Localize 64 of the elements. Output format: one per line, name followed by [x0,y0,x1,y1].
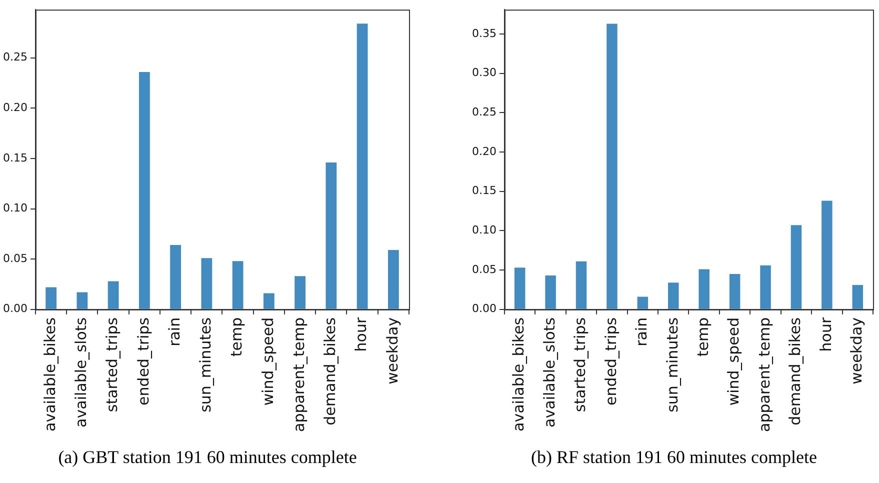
bar [356,24,368,309]
bar [606,24,618,309]
bar [46,287,56,309]
y-tick-label: 0.20 [472,144,496,158]
bar [232,261,244,309]
y-tick-label: 0.15 [472,184,496,198]
y-tick-label: 0.30 [472,66,496,80]
x-tick-label: available_slots [540,317,558,428]
x-tick-label: started_trips [571,317,590,412]
bar [698,269,710,309]
x-tick-label: sun_minutes [663,317,682,412]
x-tick-label: started_trips [103,317,122,412]
x-tick-label: apparent_temp [290,317,308,432]
bar [263,293,274,309]
bar [201,258,212,309]
x-tick-label: sun_minutes [196,317,215,412]
y-tick-label: 0.10 [2,202,28,215]
x-tick-label: wind_speed [258,317,277,406]
y-tick-label: 0.20 [2,101,28,114]
x-tick-label: available_bikes [510,317,528,432]
text: (a) GBT station 191 60 minutes complete [57,447,358,468]
x-tick-label: ended_trips [134,317,152,406]
x-tick-label: demand_bikes [786,317,804,426]
bar [790,225,802,309]
bar [545,276,556,309]
bar [76,292,88,309]
x-tick-label: wind_speed [724,317,743,406]
x-tick-label: demand_bikes [321,317,340,426]
x-tick-label: weekday [383,317,402,384]
x-tick-label: hour [816,316,835,352]
y-tick-label: 0.05 [2,252,28,265]
y-tick-label: 0.15 [2,151,28,164]
bar [576,261,587,309]
bar [822,200,832,309]
bar [637,296,648,309]
x-tick-label: hour [352,316,370,352]
x-tick-label: ended_trips [602,317,620,406]
y-tick-label: 0.10 [472,224,496,237]
bar [108,281,119,309]
x-tick-label: weekday [848,317,866,384]
x-tick-label: apparent_temp [755,317,774,432]
bar [170,244,182,309]
y-tick-label: 0.05 [472,262,496,276]
x-tick-label: temp [694,317,712,357]
bar [760,265,771,309]
bar [729,274,740,309]
x-tick-label: available_slots [72,317,90,428]
x-tick-label: rain [632,317,651,346]
y-tick-label: 0.00 [472,302,496,316]
x-tick-label: rain [165,317,184,346]
x-tick-label: available_bikes [40,317,59,432]
bar [326,162,337,309]
bar [294,276,306,309]
bar [388,250,399,309]
bar [668,282,679,309]
bar [138,72,150,309]
bar [514,268,526,309]
text: (b) RF station 191 60 minutes complete [530,447,818,468]
y-tick-label: 0.25 [2,50,28,64]
x-tick-label: temp [228,317,246,357]
y-tick-label: 0.00 [2,302,28,316]
y-tick-label: 0.25 [472,106,496,119]
bar [852,284,864,309]
y-tick-label: 0.35 [472,26,496,40]
